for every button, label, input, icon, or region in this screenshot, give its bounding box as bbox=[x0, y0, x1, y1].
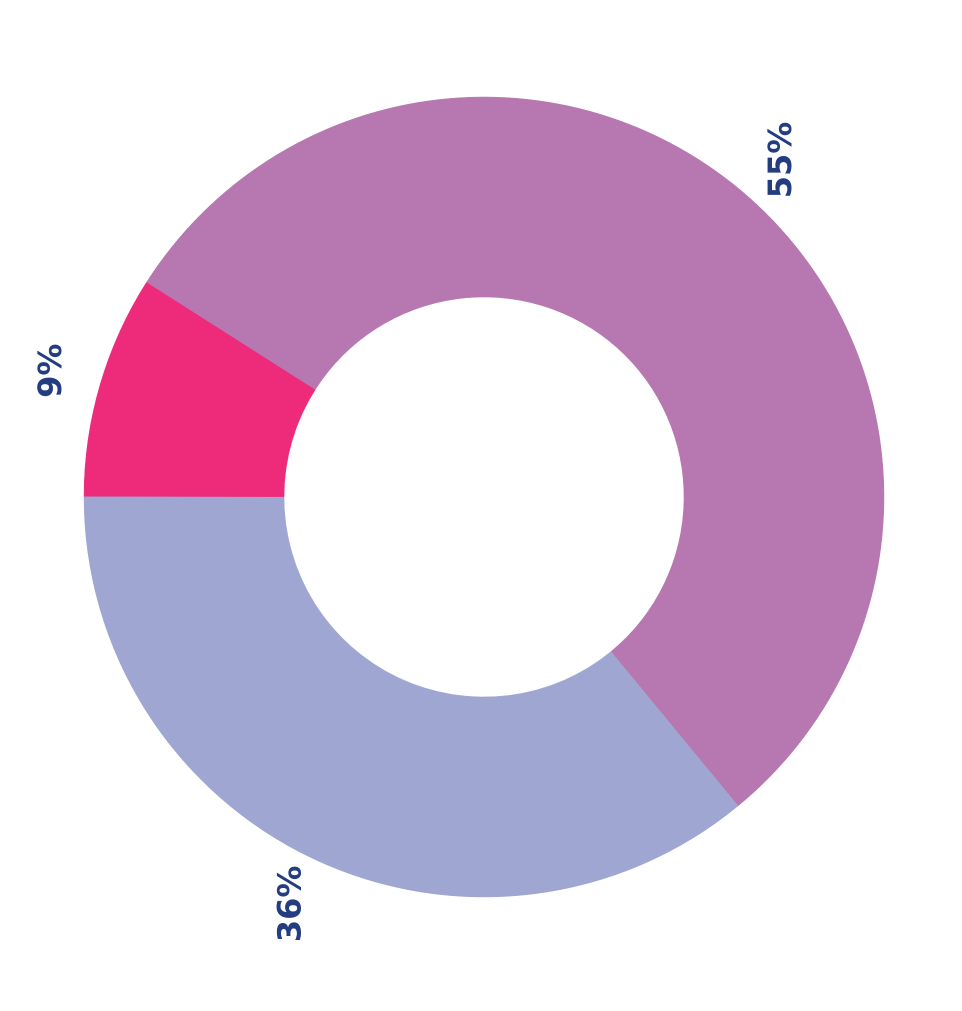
donut-segment bbox=[146, 96, 885, 807]
value-label: 36% bbox=[271, 866, 309, 943]
value-label: 55% bbox=[761, 122, 799, 199]
donut-segment bbox=[83, 496, 739, 898]
value-label: 9% bbox=[31, 344, 69, 398]
